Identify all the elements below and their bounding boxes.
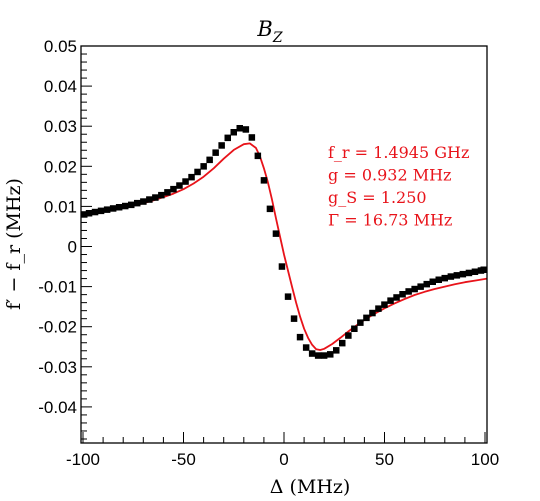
data-point xyxy=(85,210,93,217)
data-point xyxy=(140,198,147,205)
x-axis-ticks: -100 -50 0 50 100 xyxy=(66,432,499,469)
y-tick-label: -0.02 xyxy=(38,318,77,337)
data-point xyxy=(339,339,346,347)
data-point xyxy=(152,194,159,201)
y-tick-label: 0.03 xyxy=(44,117,77,136)
data-point xyxy=(387,297,394,304)
fit-parameter-line: g = 0.932 MHz xyxy=(328,166,451,185)
data-point xyxy=(411,285,418,293)
data-point xyxy=(375,305,382,312)
data-point xyxy=(236,125,243,132)
data-point xyxy=(429,278,436,285)
data-point xyxy=(357,319,364,326)
data-point xyxy=(115,204,123,211)
data-point xyxy=(296,333,304,341)
data-point xyxy=(103,206,111,213)
fit-parameter-line: g_S = 1.250 xyxy=(328,188,427,207)
data-point xyxy=(363,314,370,322)
data-point xyxy=(453,272,461,279)
data-point xyxy=(345,332,352,339)
y-axis-title: f′ − f_r (MHz) xyxy=(3,178,25,310)
x-axis-title: Δ (MHz) xyxy=(270,476,351,498)
y-tick-label: 0 xyxy=(68,238,77,257)
data-point xyxy=(260,177,268,184)
data-point xyxy=(435,276,442,283)
data-point xyxy=(254,152,262,160)
chart-title: BZ xyxy=(256,17,282,46)
data-point xyxy=(200,163,207,170)
chart-title-subscript: Z xyxy=(272,30,283,46)
data-point xyxy=(290,315,298,322)
data-point xyxy=(399,291,406,298)
data-point xyxy=(266,205,274,213)
data-point xyxy=(327,351,334,358)
x-tick-label: -50 xyxy=(171,450,196,469)
data-point xyxy=(405,288,412,295)
data-point xyxy=(188,173,195,181)
chart-title-main: B xyxy=(256,17,272,41)
x-tick-label: 100 xyxy=(471,450,499,469)
data-point xyxy=(308,350,316,357)
fit-parameter-line: f_r = 1.4945 GHz xyxy=(328,143,469,162)
data-point xyxy=(194,168,201,176)
data-point xyxy=(224,134,231,142)
data-point xyxy=(447,273,455,280)
data-point xyxy=(465,269,473,277)
data-point xyxy=(423,280,430,288)
data-point xyxy=(381,301,388,308)
data-point xyxy=(314,352,322,359)
data-point xyxy=(109,205,117,212)
data-point xyxy=(134,199,141,207)
data-point xyxy=(248,134,256,141)
data-point xyxy=(333,347,340,354)
data-point xyxy=(480,266,487,273)
x-tick-label: 50 xyxy=(375,450,394,469)
y-tick-label: 0.01 xyxy=(44,197,77,216)
data-points-layer xyxy=(81,125,487,359)
data-point xyxy=(122,202,129,210)
y-tick-label: 0.04 xyxy=(44,77,77,96)
data-point xyxy=(242,126,250,133)
y-tick-label: -0.04 xyxy=(38,398,77,417)
data-point xyxy=(417,283,424,290)
data-point xyxy=(393,294,400,301)
data-point xyxy=(302,344,310,351)
data-point xyxy=(128,201,135,209)
data-point xyxy=(459,270,467,278)
data-point xyxy=(441,274,448,282)
data-point xyxy=(146,196,153,203)
x-tick-label: 0 xyxy=(279,450,288,469)
data-point xyxy=(91,208,99,216)
x-tick-label: -100 xyxy=(66,450,100,469)
data-point xyxy=(206,156,213,164)
data-point xyxy=(182,178,189,185)
y-axis-ticks: 0.05 0.04 0.03 0.02 0.01 0 -0.01 -0.02 -0.03 -0.0… xyxy=(38,37,92,440)
data-point xyxy=(272,230,280,237)
plot-area xyxy=(80,125,488,359)
data-point xyxy=(278,263,286,270)
data-point xyxy=(320,352,328,359)
data-point xyxy=(471,268,479,275)
y-tick-label: 0.02 xyxy=(44,157,77,176)
data-point xyxy=(230,129,237,136)
data-point xyxy=(158,191,165,199)
data-point xyxy=(170,185,177,193)
y-tick-label: 0.05 xyxy=(44,37,77,56)
data-point xyxy=(97,207,105,215)
fit-parameters-annotation: f_r = 1.4945 GHz g = 0.932 MHz g_S = 1.250… xyxy=(328,143,469,230)
data-point xyxy=(164,189,171,196)
y-tick-label: -0.01 xyxy=(38,278,77,297)
y-tick-label: -0.03 xyxy=(38,358,77,377)
data-point xyxy=(351,325,358,332)
fit-parameter-line: Γ = 16.73 MHz xyxy=(328,211,452,230)
data-point xyxy=(212,149,219,156)
data-point xyxy=(176,182,183,189)
data-point xyxy=(218,142,225,149)
data-point xyxy=(284,293,292,300)
data-point xyxy=(369,309,376,317)
